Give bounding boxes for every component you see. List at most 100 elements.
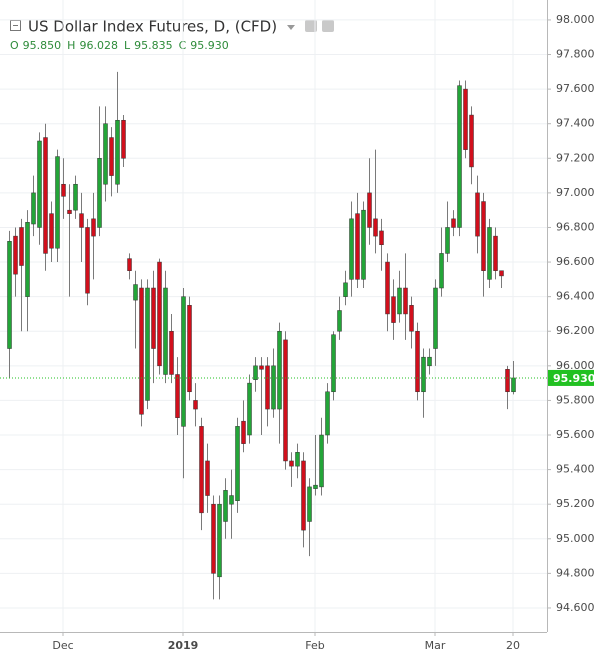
y-tick-label: 97.800 <box>556 48 595 61</box>
candle-body <box>235 426 240 501</box>
ohlc-legend: O 95.850 H 96.028 L 95.835 C 95.930 <box>10 39 229 52</box>
settings-icon[interactable] <box>322 20 334 32</box>
x-tick-label: 2019 <box>168 639 199 652</box>
candle-body <box>25 222 30 297</box>
candle-body <box>241 420 246 444</box>
candle-body <box>379 230 384 246</box>
candle-body <box>349 218 354 280</box>
y-tick-label: 94.800 <box>556 566 595 579</box>
candle-body <box>499 270 504 277</box>
candle-body <box>439 253 444 289</box>
candle-body <box>505 369 510 393</box>
collapse-icon[interactable] <box>10 20 21 31</box>
candle-body <box>463 88 468 150</box>
ohlc-value: 95.850 <box>23 39 62 52</box>
candle-body <box>373 218 378 237</box>
candle-body <box>403 287 408 315</box>
candle-body <box>13 235 18 275</box>
last-price-label: 95.930 <box>553 372 596 385</box>
y-tick-label: 97.000 <box>556 186 595 199</box>
candle-body <box>217 503 222 578</box>
candle-body <box>433 287 438 349</box>
ohlc-value: 95.835 <box>134 39 173 52</box>
candle-body <box>295 452 300 467</box>
header: US Dollar Index Futures, D, (CFD) O 95.85… <box>10 18 334 52</box>
y-tick-label: 96.000 <box>556 359 595 372</box>
candle-body <box>487 227 492 280</box>
eye-icon[interactable] <box>305 20 317 32</box>
candle-body <box>127 258 132 271</box>
x-tick-label: Dec <box>52 639 73 652</box>
candle-body <box>229 495 234 505</box>
y-tick-label: 95.200 <box>556 497 595 510</box>
y-tick-label: 94.600 <box>556 601 595 614</box>
candle-body <box>43 137 48 254</box>
y-tick-label: 97.400 <box>556 117 595 130</box>
candles <box>7 71 516 600</box>
candle-body <box>259 365 264 370</box>
candle-body <box>151 287 156 349</box>
chart-title: US Dollar Index Futures, D, (CFD) <box>28 18 277 36</box>
candle-body <box>457 85 462 228</box>
ohlc-label: H <box>67 39 75 52</box>
candle-body <box>343 282 348 297</box>
candle-body <box>469 114 474 168</box>
candle-body <box>331 334 336 393</box>
candle-body <box>121 119 126 159</box>
candle-body <box>337 310 342 332</box>
candle-body <box>7 241 12 349</box>
candle-body <box>385 261 390 315</box>
candle-body <box>355 213 360 280</box>
ohlc-label: O <box>10 39 19 52</box>
candle-body <box>397 287 402 315</box>
candle-body <box>313 484 318 489</box>
candle-body <box>211 503 216 574</box>
candle-body <box>187 305 192 393</box>
candle-body <box>109 137 114 176</box>
candle-body <box>37 140 42 228</box>
candle-body <box>103 123 108 185</box>
y-tick-label: 95.800 <box>556 393 595 406</box>
candle-body <box>175 374 180 418</box>
candle-body <box>319 434 324 488</box>
candle-body <box>91 218 96 237</box>
ohlc-label: L <box>124 39 131 52</box>
candle-body <box>367 192 372 228</box>
y-tick-label: 96.600 <box>556 255 595 268</box>
y-tick-label: 97.200 <box>556 151 595 164</box>
y-tick-label: 97.600 <box>556 82 595 95</box>
ohlc-value: 96.028 <box>79 39 118 52</box>
candle-body <box>205 460 210 496</box>
candle-body <box>427 356 432 367</box>
candle-body <box>511 377 516 393</box>
grid <box>0 0 551 632</box>
candle-body <box>163 287 168 375</box>
candle-body <box>79 213 84 228</box>
candle-body <box>307 486 312 522</box>
candle-body <box>391 296 396 323</box>
candle-body <box>247 382 252 436</box>
x-tick-label: Mar <box>425 639 446 652</box>
candle-body <box>55 156 60 249</box>
x-tick-label: Feb <box>305 639 324 652</box>
candle-body <box>115 119 120 185</box>
ohlc-value: 95.930 <box>190 39 229 52</box>
candle-body <box>139 287 144 415</box>
candle-body <box>61 183 66 197</box>
candle-body <box>31 192 36 225</box>
candle-body <box>85 227 90 294</box>
y-tick-label: 96.400 <box>556 290 595 303</box>
dropdown-arrow[interactable] <box>287 25 295 30</box>
candle-body <box>199 426 204 514</box>
y-tick-label: 96.200 <box>556 324 595 337</box>
candle-body <box>67 209 72 214</box>
candle-body <box>145 287 150 401</box>
candle-body <box>481 201 486 271</box>
candle-body <box>49 213 54 249</box>
candle-body <box>265 365 270 410</box>
candle-body <box>19 227 24 266</box>
candle-body <box>277 330 282 410</box>
candle-body <box>157 261 162 367</box>
